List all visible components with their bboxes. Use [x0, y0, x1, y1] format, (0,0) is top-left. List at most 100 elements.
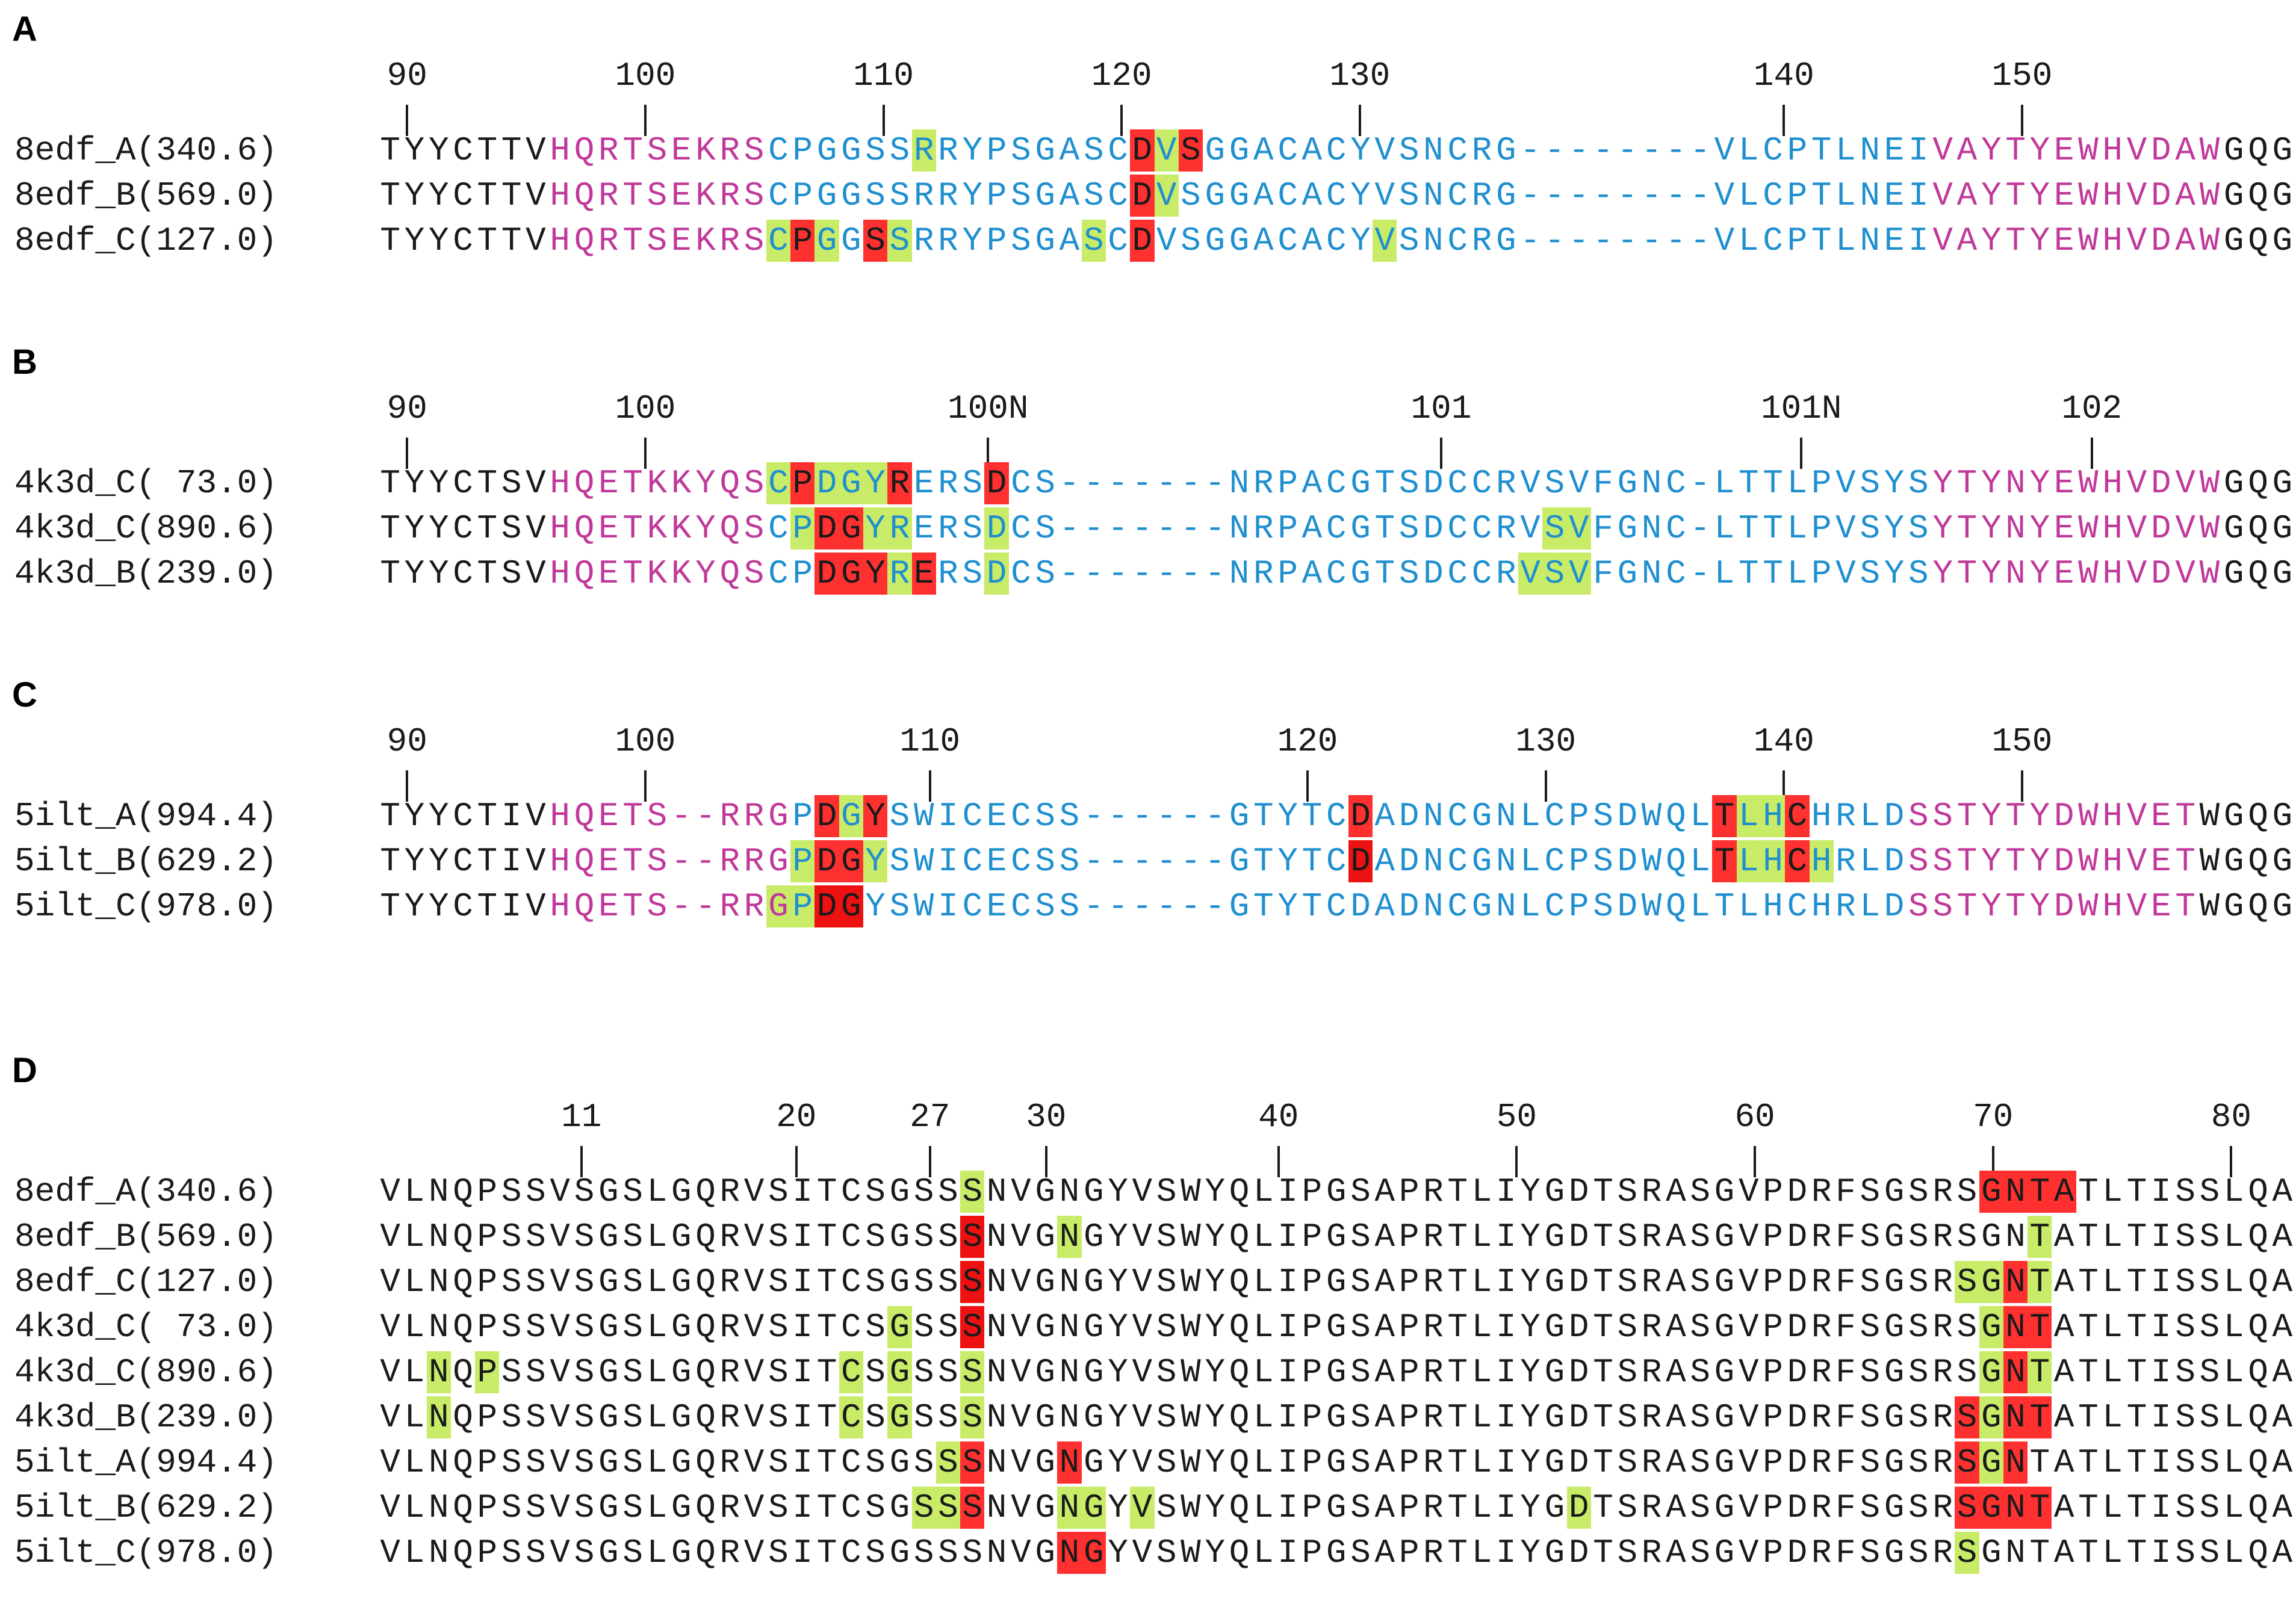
residue: S: [501, 1172, 522, 1211]
residue: T: [2078, 1263, 2099, 1301]
residue: G: [1035, 221, 1055, 260]
residue: K: [671, 554, 692, 593]
residue: R: [1811, 1172, 1832, 1211]
residue: T: [380, 509, 400, 548]
residue: -: [1108, 464, 1128, 503]
residue: N: [428, 1172, 449, 1211]
residue: G: [1617, 554, 1638, 593]
residue: S: [1156, 1488, 1177, 1527]
residue: P: [1277, 554, 1298, 593]
residue: L: [1787, 464, 1808, 503]
residue: S: [1908, 464, 1929, 503]
residue: G: [1471, 842, 1492, 881]
residue: V: [526, 464, 546, 503]
residue: Y: [2029, 131, 2050, 170]
residue: V: [380, 1488, 400, 1527]
residue: V: [1738, 1534, 1759, 1572]
residue: L: [1860, 887, 1881, 926]
residue: G: [889, 1172, 910, 1211]
residue: D: [984, 462, 1009, 504]
residue: Q: [1229, 1488, 1250, 1527]
residue: Q: [453, 1488, 473, 1527]
residue: Y: [1205, 1398, 1226, 1437]
ruler-tick: [644, 438, 647, 469]
residue: T: [1738, 464, 1759, 503]
residue: N: [1641, 509, 1662, 548]
residue: L: [647, 1398, 668, 1437]
residue: D: [1348, 795, 1373, 837]
residue: S: [1083, 131, 1104, 170]
residue: Y: [428, 221, 449, 260]
residue: P: [477, 1488, 498, 1527]
residue: T: [2028, 1396, 2052, 1438]
residue: P: [1763, 1398, 1783, 1437]
residue: A: [1253, 131, 1274, 170]
residue: E: [671, 176, 692, 215]
residue: R: [887, 462, 912, 504]
residue: Y: [1277, 887, 1298, 926]
residue: S: [1690, 1534, 1710, 1572]
residue: N: [1059, 1308, 1080, 1346]
residue: S: [2175, 1534, 2195, 1572]
residue: V: [1011, 1263, 1031, 1301]
residue: Q: [1229, 1218, 1250, 1256]
residue: T: [1374, 509, 1395, 548]
residue: G: [1081, 1532, 1106, 1574]
residue: G: [1714, 1534, 1735, 1572]
residue: S: [1908, 887, 1929, 926]
residue: T: [622, 464, 643, 503]
residue: S: [2199, 1488, 2220, 1527]
residue: N: [1059, 1398, 1080, 1437]
residue: R: [938, 131, 958, 170]
residue: S: [574, 1443, 595, 1482]
residue: E: [2151, 887, 2171, 926]
residue: V: [1738, 1443, 1759, 1482]
residue: G: [1544, 1534, 1565, 1572]
residue: T: [1447, 1263, 1468, 1301]
residue: Y: [695, 554, 716, 593]
residue: R: [1811, 1534, 1832, 1572]
residue: V: [526, 509, 546, 548]
residue: -: [1544, 221, 1565, 260]
residue: L: [1714, 554, 1735, 593]
residue: A: [1059, 221, 1080, 260]
residue: N: [1496, 797, 1516, 835]
residue: H: [550, 887, 571, 926]
residue: Y: [1520, 1218, 1540, 1256]
residue: S: [768, 1172, 789, 1211]
residue: D: [1787, 1308, 1808, 1346]
residue: T: [2028, 1306, 2052, 1348]
residue: L: [1471, 1353, 1492, 1392]
residue: S: [1908, 1353, 1929, 1392]
residue: C: [962, 842, 983, 881]
residue: V: [380, 1218, 400, 1256]
residue: R: [598, 176, 619, 215]
residue: I: [1277, 1308, 1298, 1346]
residue: G: [766, 885, 791, 927]
residue: S: [743, 554, 765, 593]
residue: P: [1398, 1398, 1419, 1437]
residue: T: [1714, 887, 1735, 926]
residue: S: [1908, 1534, 1929, 1572]
residue: Y: [1981, 176, 2002, 215]
residue: G: [2272, 464, 2293, 503]
residue: R: [938, 464, 958, 503]
residue: V: [2126, 176, 2147, 215]
residue: C: [1011, 509, 1031, 548]
residue: F: [1835, 1308, 1856, 1346]
residue: C: [453, 176, 473, 215]
residue: R: [1471, 221, 1492, 260]
residue: S: [647, 176, 668, 215]
residue: I: [1277, 1353, 1298, 1392]
residue: P: [790, 462, 815, 504]
residue: C: [453, 509, 473, 548]
residue: T: [1447, 1172, 1468, 1211]
residue: I: [1277, 1263, 1298, 1301]
residue: A: [1253, 221, 1274, 260]
ruler-tick: [580, 1146, 583, 1177]
residue: I: [2151, 1443, 2171, 1482]
residue: Y: [1108, 1308, 1128, 1346]
residue: S: [501, 554, 522, 593]
residue: T: [2005, 842, 2026, 881]
residue: S: [622, 1443, 643, 1482]
